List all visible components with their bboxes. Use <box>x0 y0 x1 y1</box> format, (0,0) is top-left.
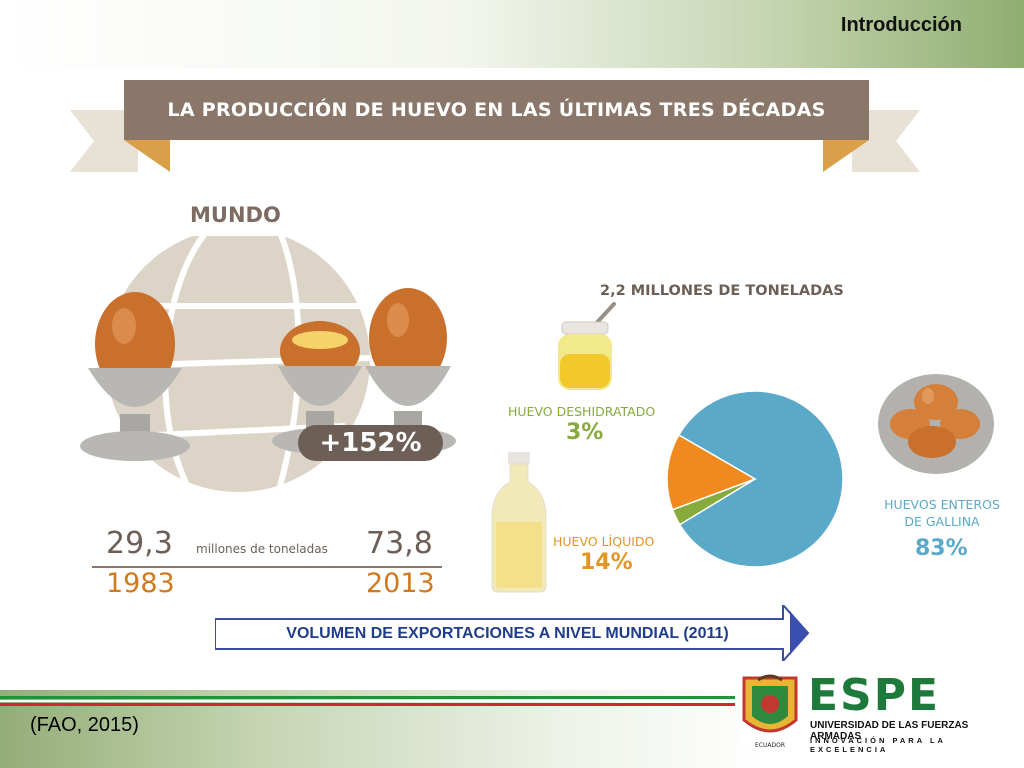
ribbon-graphic <box>70 110 920 172</box>
liquid-label: HUEVO LÍQUIDO <box>553 534 655 549</box>
arrow-shape <box>215 605 810 661</box>
growth-badge: +152% <box>298 425 443 461</box>
whole-eggs-label-line1: HUEVOS ENTEROS <box>884 497 1000 512</box>
svg-text:ECUADOR: ECUADOR <box>755 742 785 749</box>
logo-tagline: INNOVACIÓN PARA LA EXCELENCIA <box>810 736 946 754</box>
liquid-pct: 14% <box>580 550 633 575</box>
whole-eggs-pct: 83% <box>915 536 968 561</box>
whole-eggs-label-line2: DE GALLINA <box>904 514 980 529</box>
dehydrated-label: HUEVO DESHIDRATADO <box>508 404 656 419</box>
year-1983: 1983 <box>106 568 175 599</box>
ribbon-title: LA PRODUCCIÓN DE HUEVO EN LAS ÚLTIMAS TR… <box>124 80 869 140</box>
pie-slice-2 <box>666 433 757 511</box>
header-band <box>0 0 1024 68</box>
logo-subtitle: UNIVERSIDAD DE LAS FUERZAS ARMADAS <box>810 720 969 742</box>
chart-title: 2,2 MILLONES DE TONELADAS <box>600 283 844 299</box>
pie-slice-0 <box>677 390 844 568</box>
value-1983: 29,3 <box>106 526 173 561</box>
university-seal-icon: ECUADOR <box>738 670 802 750</box>
unit-label: millones de toneladas <box>196 542 328 556</box>
liquid-bottle-icon <box>491 452 547 593</box>
citation: (FAO, 2015) <box>30 714 139 736</box>
export-volume-arrow: VOLUMEN DE EXPORTACIONES A NIVEL MUNDIAL… <box>215 605 810 661</box>
arrow-caption: VOLUMEN DE EXPORTACIONES A NIVEL MUNDIAL… <box>286 625 729 642</box>
value-2013: 73,8 <box>366 526 433 561</box>
pie-chart <box>666 390 844 568</box>
title-ribbon: LA PRODUCCIÓN DE HUEVO EN LAS ÚLTIMAS TR… <box>70 78 920 176</box>
dehydrated-jar-icon <box>558 302 616 390</box>
slide-title: Introducción <box>840 14 962 36</box>
year-2013: 2013 <box>366 568 435 599</box>
egg-bowl-icon <box>878 374 994 474</box>
world-egg-illustration <box>80 236 456 493</box>
whole-eggs-label: HUEVOS ENTEROS DE GALLINA <box>872 496 1012 530</box>
espe-logo: ECUADOR ESPE UNIVERSIDAD DE LAS FUERZAS … <box>738 670 1008 754</box>
world-heading: MUNDO <box>190 203 281 227</box>
egg-cup-left <box>80 292 190 461</box>
dehydrated-pct: 3% <box>566 420 604 445</box>
footer-stripes <box>0 696 735 706</box>
value-divider <box>92 566 442 568</box>
espe-wordmark: ESPE <box>808 670 941 721</box>
